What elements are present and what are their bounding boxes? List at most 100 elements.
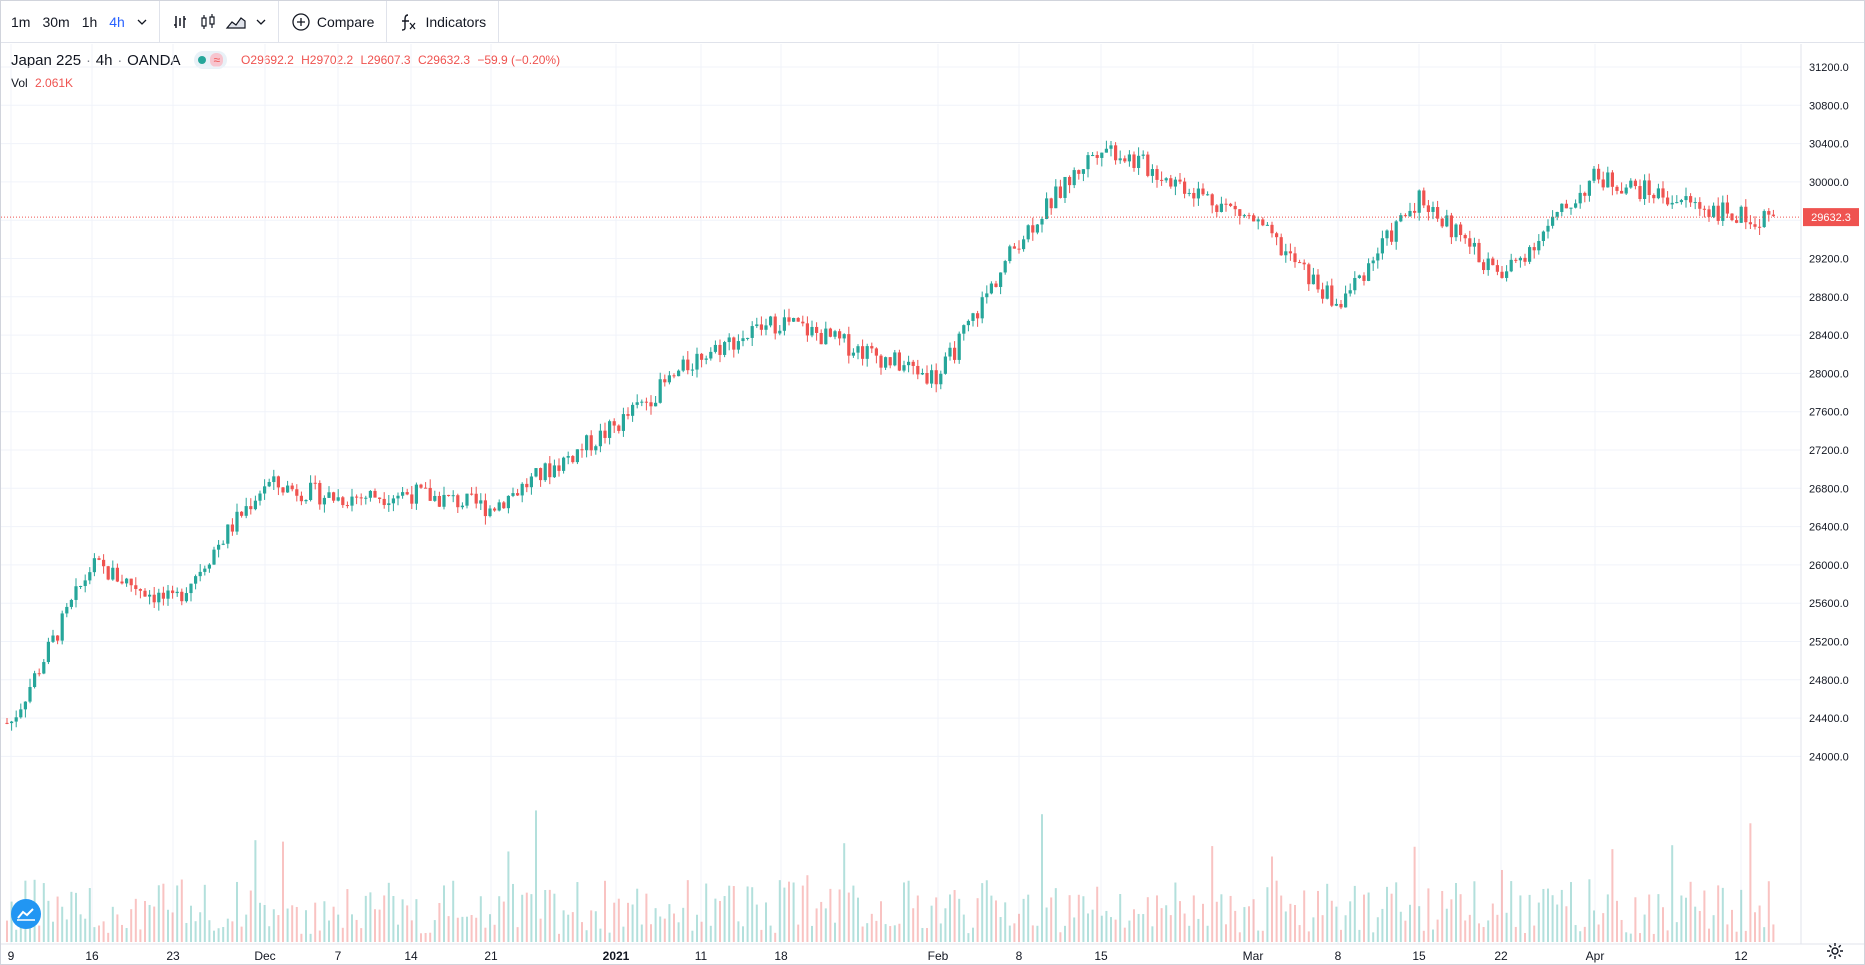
volume-bar <box>1073 917 1076 942</box>
market-open-icon <box>198 56 207 64</box>
volume-label[interactable]: Vol <box>11 76 28 90</box>
candle-body <box>483 500 487 517</box>
bar-style-button[interactable] <box>166 7 194 37</box>
candle-body <box>1219 203 1223 212</box>
interval-1m[interactable]: 1m <box>11 13 31 30</box>
candle-body <box>911 361 915 366</box>
candle-body <box>396 495 400 499</box>
candle-body <box>1390 230 1394 242</box>
volume-bar <box>981 883 984 942</box>
time-tick-label: Mar <box>1243 949 1264 963</box>
volume-bar <box>1386 886 1388 942</box>
volume-bar <box>1560 889 1563 942</box>
candle-body <box>1206 194 1210 196</box>
area-style-button[interactable] <box>222 7 250 37</box>
volume-bar <box>203 884 206 942</box>
price-scale[interactable]: 31200.030800.030400.030000.029600.029200… <box>1809 62 1849 763</box>
tradingview-logo[interactable] <box>11 899 41 929</box>
price-chart[interactable]: 31200.030800.030400.030000.029600.029200… <box>1 44 1864 965</box>
volume-bar <box>857 897 859 942</box>
candle-body <box>1035 224 1039 233</box>
interval-dropdown[interactable] <box>131 7 153 37</box>
volume-bar <box>558 933 560 942</box>
candle-style-button[interactable] <box>194 7 222 37</box>
price-tick-label: 24400.0 <box>1809 713 1849 725</box>
open-value: 29692.2 <box>250 53 294 67</box>
candle-body <box>847 334 851 356</box>
candle-body <box>129 578 133 586</box>
volume-bar <box>1317 890 1319 942</box>
interval-4h[interactable]: 4h <box>109 13 125 30</box>
market-status-badge[interactable]: ≈ <box>194 51 228 69</box>
volume-bar <box>61 906 64 942</box>
candle-body <box>925 373 929 384</box>
candle-body <box>1265 224 1269 226</box>
volume-bar <box>309 933 312 942</box>
candle-body <box>884 357 888 368</box>
volume-bar <box>1491 903 1494 942</box>
indicators-button[interactable]: Indicators <box>393 7 492 37</box>
volume-bar <box>479 896 482 942</box>
volume-bar <box>1344 915 1347 942</box>
volume-bar <box>236 881 238 942</box>
candle-body <box>621 414 625 431</box>
interval-30m[interactable]: 30m <box>42 13 70 30</box>
candle-body <box>1514 259 1518 261</box>
candle-body <box>309 482 313 501</box>
candle-body <box>539 468 543 481</box>
candle-body <box>1224 203 1228 205</box>
volume-bar <box>576 882 579 942</box>
interval-1h[interactable]: 1h <box>81 13 98 30</box>
settings-button[interactable] <box>1824 940 1846 962</box>
candle-body <box>893 352 897 366</box>
high-value: 29702.2 <box>309 53 354 67</box>
chart-style-dropdown[interactable] <box>250 7 272 37</box>
close-key: C <box>417 53 427 67</box>
volume-bar <box>1680 895 1683 942</box>
volume-bar <box>162 883 165 942</box>
volume-bar <box>1091 909 1094 942</box>
candle-body <box>1532 247 1536 251</box>
symbol-name[interactable]: Japan 225 <box>11 51 82 69</box>
volume-bar <box>75 892 77 942</box>
volume-bar <box>208 920 211 942</box>
candle-body <box>792 317 796 322</box>
candle-body <box>1495 265 1499 272</box>
volume-bar <box>912 908 915 942</box>
candle-body <box>69 599 73 607</box>
volume-bar <box>719 900 721 942</box>
volume-bar <box>1505 912 1508 942</box>
candle-body <box>1505 271 1509 278</box>
candle-body <box>773 316 777 334</box>
candle-body <box>856 346 860 353</box>
volume-bar <box>705 883 708 942</box>
candle-body <box>410 494 414 504</box>
candle-body <box>663 379 667 383</box>
compare-button[interactable]: Compare <box>285 7 381 37</box>
candle-body <box>516 493 520 496</box>
price-tick-label: 28400.0 <box>1809 330 1849 342</box>
volume-bar <box>1395 882 1398 942</box>
volume-bar <box>797 924 800 942</box>
volume-bar <box>1151 926 1154 942</box>
volume-bar <box>1100 915 1103 942</box>
symbol-source: OANDA <box>127 51 181 69</box>
candle-body <box>1758 226 1762 228</box>
candle-body <box>424 487 428 489</box>
volume-bar <box>1119 894 1122 942</box>
volume-bar <box>774 932 777 942</box>
candle-body <box>1095 155 1099 158</box>
candle-body <box>1560 203 1564 212</box>
candle-body <box>1380 238 1384 254</box>
volume-bar <box>1409 904 1411 942</box>
candle-body <box>447 494 451 496</box>
time-scale[interactable]: 9 16 23 Dec 7 14 21 2021 11 18 Feb 8 15 Mar 8 15 22 Apr 12 <box>8 949 1748 963</box>
volume-bar <box>1487 920 1490 942</box>
volume-bar <box>1372 932 1375 942</box>
candle-body <box>819 332 823 345</box>
volume-bar <box>222 927 225 942</box>
volume-bar <box>79 914 82 942</box>
candle-body <box>842 334 846 339</box>
volume-bar <box>443 885 445 942</box>
candle-body <box>1118 158 1122 161</box>
